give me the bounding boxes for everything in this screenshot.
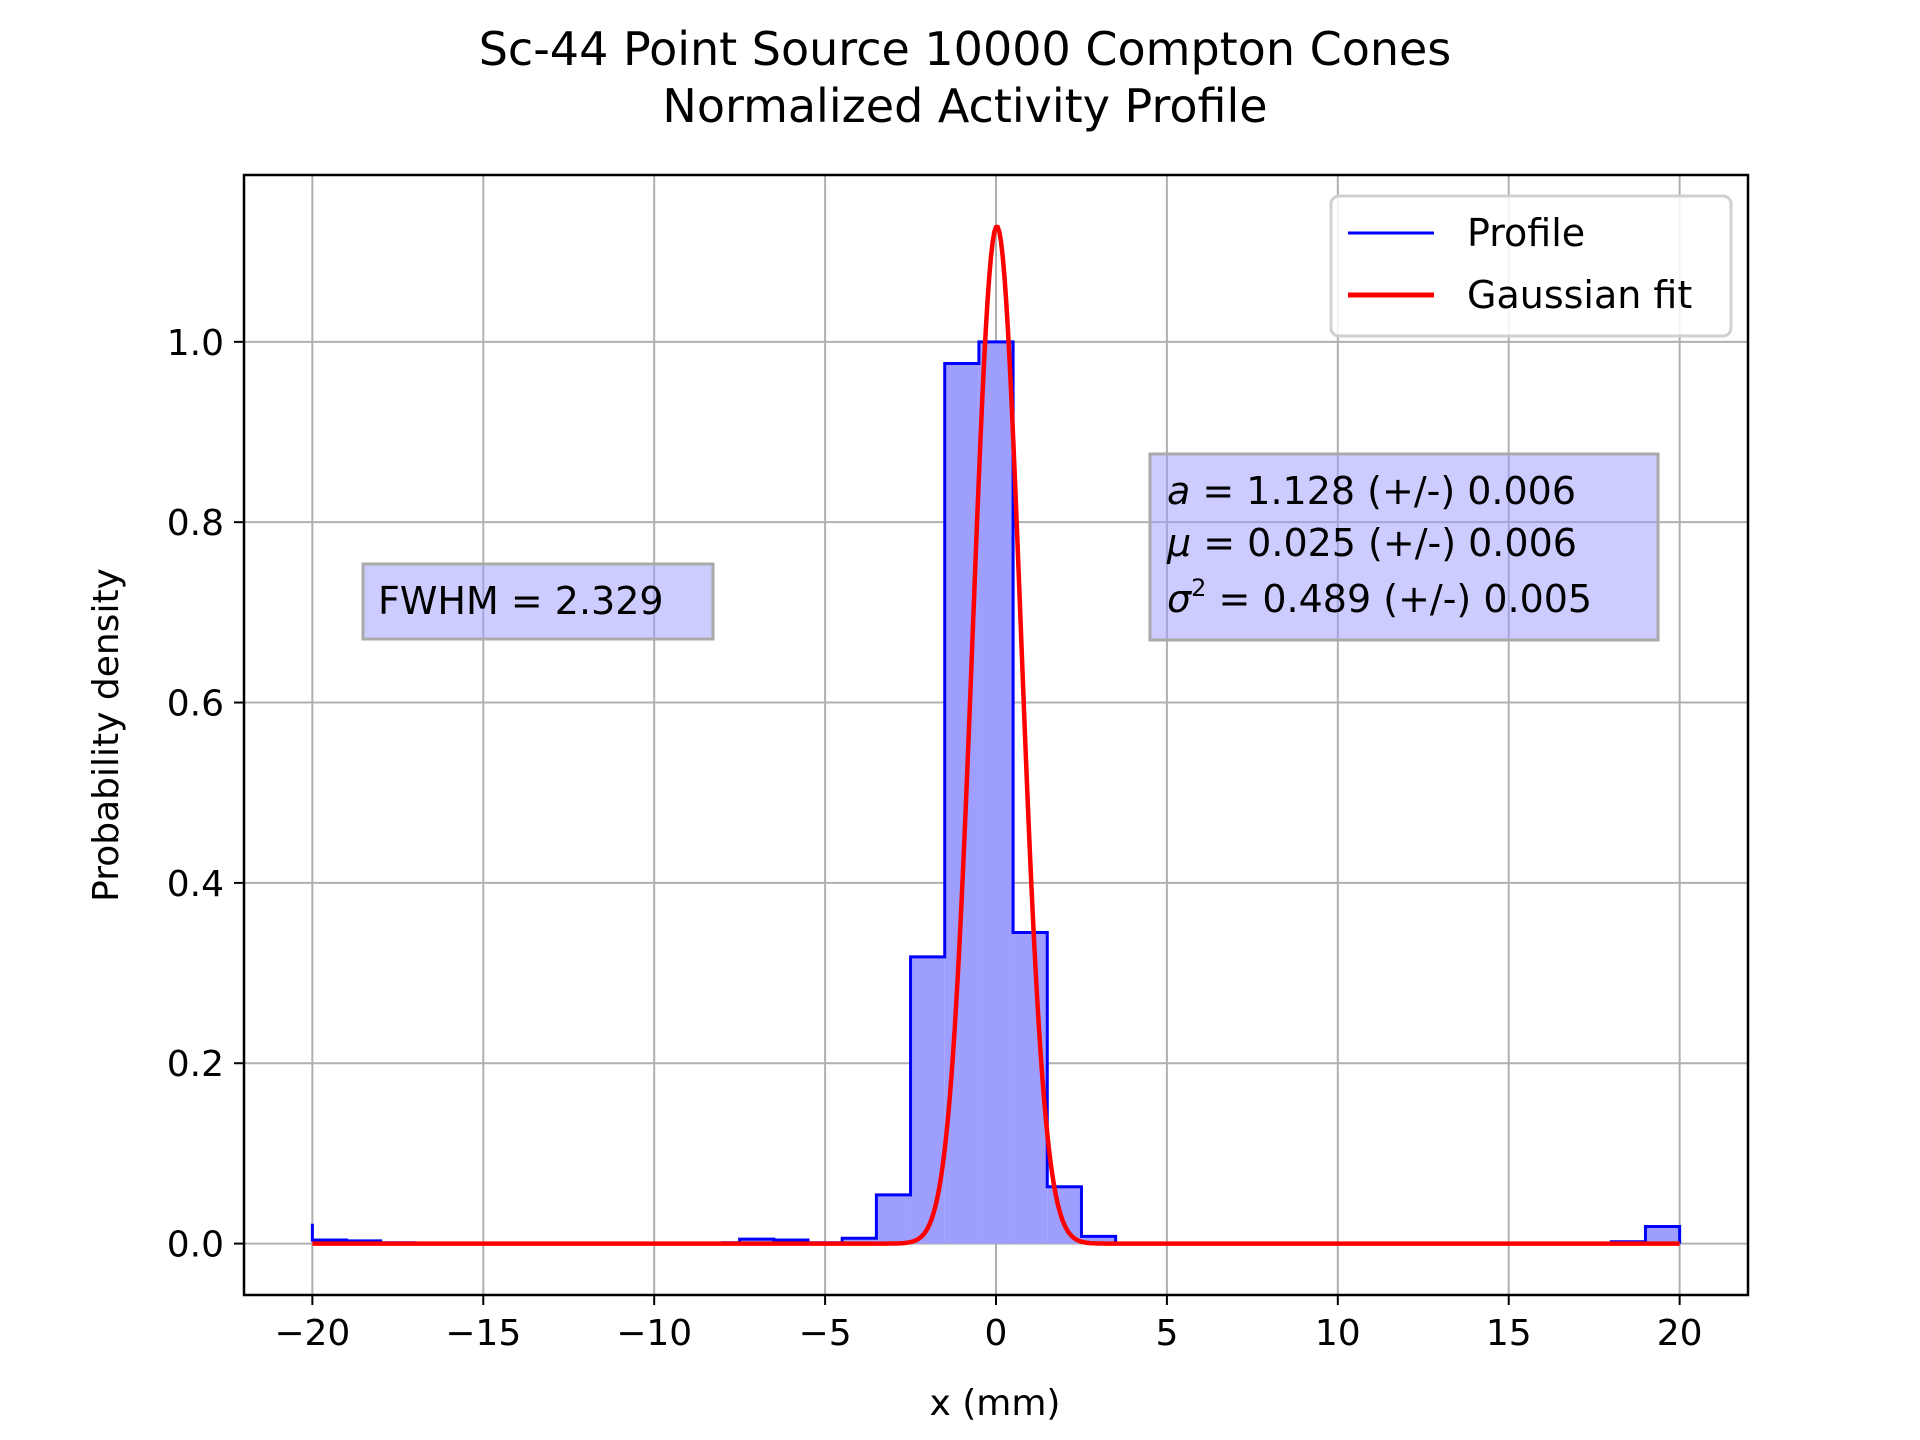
y-tick-label-3: 0.6 (167, 684, 224, 725)
x-tick-label-1: −15 (445, 1313, 521, 1354)
param-sigma-symbol: σ (1167, 577, 1193, 621)
param-a-symbol: a (1167, 469, 1190, 513)
param-mu-text: μ = 0.025 (+/-) 0.006 (1166, 521, 1577, 565)
x-tick-label-3: −5 (799, 1313, 852, 1354)
histogram-bar-12 (978, 341, 1014, 1244)
gaussian-fit-curve-group (311, 224, 1681, 1246)
param-sigma-value: = 0.489 (+/-) 0.005 (1206, 577, 1592, 621)
fit-parameters-box (1148, 452, 1660, 642)
x-tick-label-4: 0 (985, 1313, 1008, 1354)
gaussian-fit-curve (311, 224, 1681, 1246)
y-tick-label-5: 1.0 (167, 323, 224, 364)
param-mu-value: = 0.025 (+/-) 0.006 (1191, 521, 1577, 565)
x-tick-label-8: 20 (1657, 1313, 1703, 1354)
y-tick-label-2: 0.4 (167, 864, 224, 905)
chart-title-line2: Normalized Activity Profile (662, 79, 1267, 133)
fwhm-box (361, 562, 715, 641)
param-a-value: = 1.128 (+/-) 0.006 (1190, 469, 1576, 513)
legend-gaussian-fit-label: Gaussian fit (1467, 273, 1692, 317)
y-axis-ticks: 0.0 0.2 0.4 0.6 0.8 1.0 (167, 323, 244, 1266)
histogram-bar-15 (1081, 1236, 1116, 1244)
x-tick-label-2: −10 (616, 1313, 692, 1354)
legend: Profile Gaussian fit (1329, 194, 1733, 338)
histogram-bar-10 (910, 956, 945, 1244)
histogram-bar-8 (842, 1238, 877, 1244)
param-sigma-text: σ2 = 0.489 (+/-) 0.005 (1167, 574, 1592, 621)
histogram-bar-9 (876, 1194, 911, 1244)
fit-parameters-annotation: a = 1.128 (+/-) 0.006 μ = 0.025 (+/-) 0.… (1148, 452, 1660, 642)
param-a-text: a = 1.128 (+/-) 0.006 (1167, 469, 1576, 513)
chart-title-line1: Sc-44 Point Source 10000 Compton Cones (479, 22, 1452, 76)
param-sigma-superscript: 2 (1191, 574, 1206, 602)
legend-box (1329, 194, 1733, 338)
fwhm-text: FWHM = 2.329 (378, 579, 664, 623)
histogram-bar-5 (739, 1239, 774, 1244)
y-axis-label: Probability density (86, 568, 127, 902)
histogram-bar-18 (1645, 1226, 1680, 1244)
x-axis-label: x (mm) (930, 1383, 1061, 1424)
histogram-bar-14 (1047, 1186, 1082, 1244)
legend-profile-label: Profile (1467, 211, 1585, 255)
x-tick-label-7: 15 (1486, 1313, 1532, 1354)
x-tick-label-0: −20 (274, 1313, 350, 1354)
y-tick-label-1: 0.2 (167, 1044, 224, 1085)
fwhm-annotation: FWHM = 2.329 (361, 562, 715, 641)
x-axis-ticks: −20 −15 −10 −5 0 5 10 15 20 (274, 1295, 1703, 1354)
y-tick-label-0: 0.0 (167, 1225, 224, 1266)
y-tick-label-4: 0.8 (167, 503, 224, 544)
x-tick-label-5: 5 (1155, 1313, 1178, 1354)
x-tick-label-6: 10 (1315, 1313, 1361, 1354)
param-mu-symbol: μ (1166, 521, 1191, 565)
